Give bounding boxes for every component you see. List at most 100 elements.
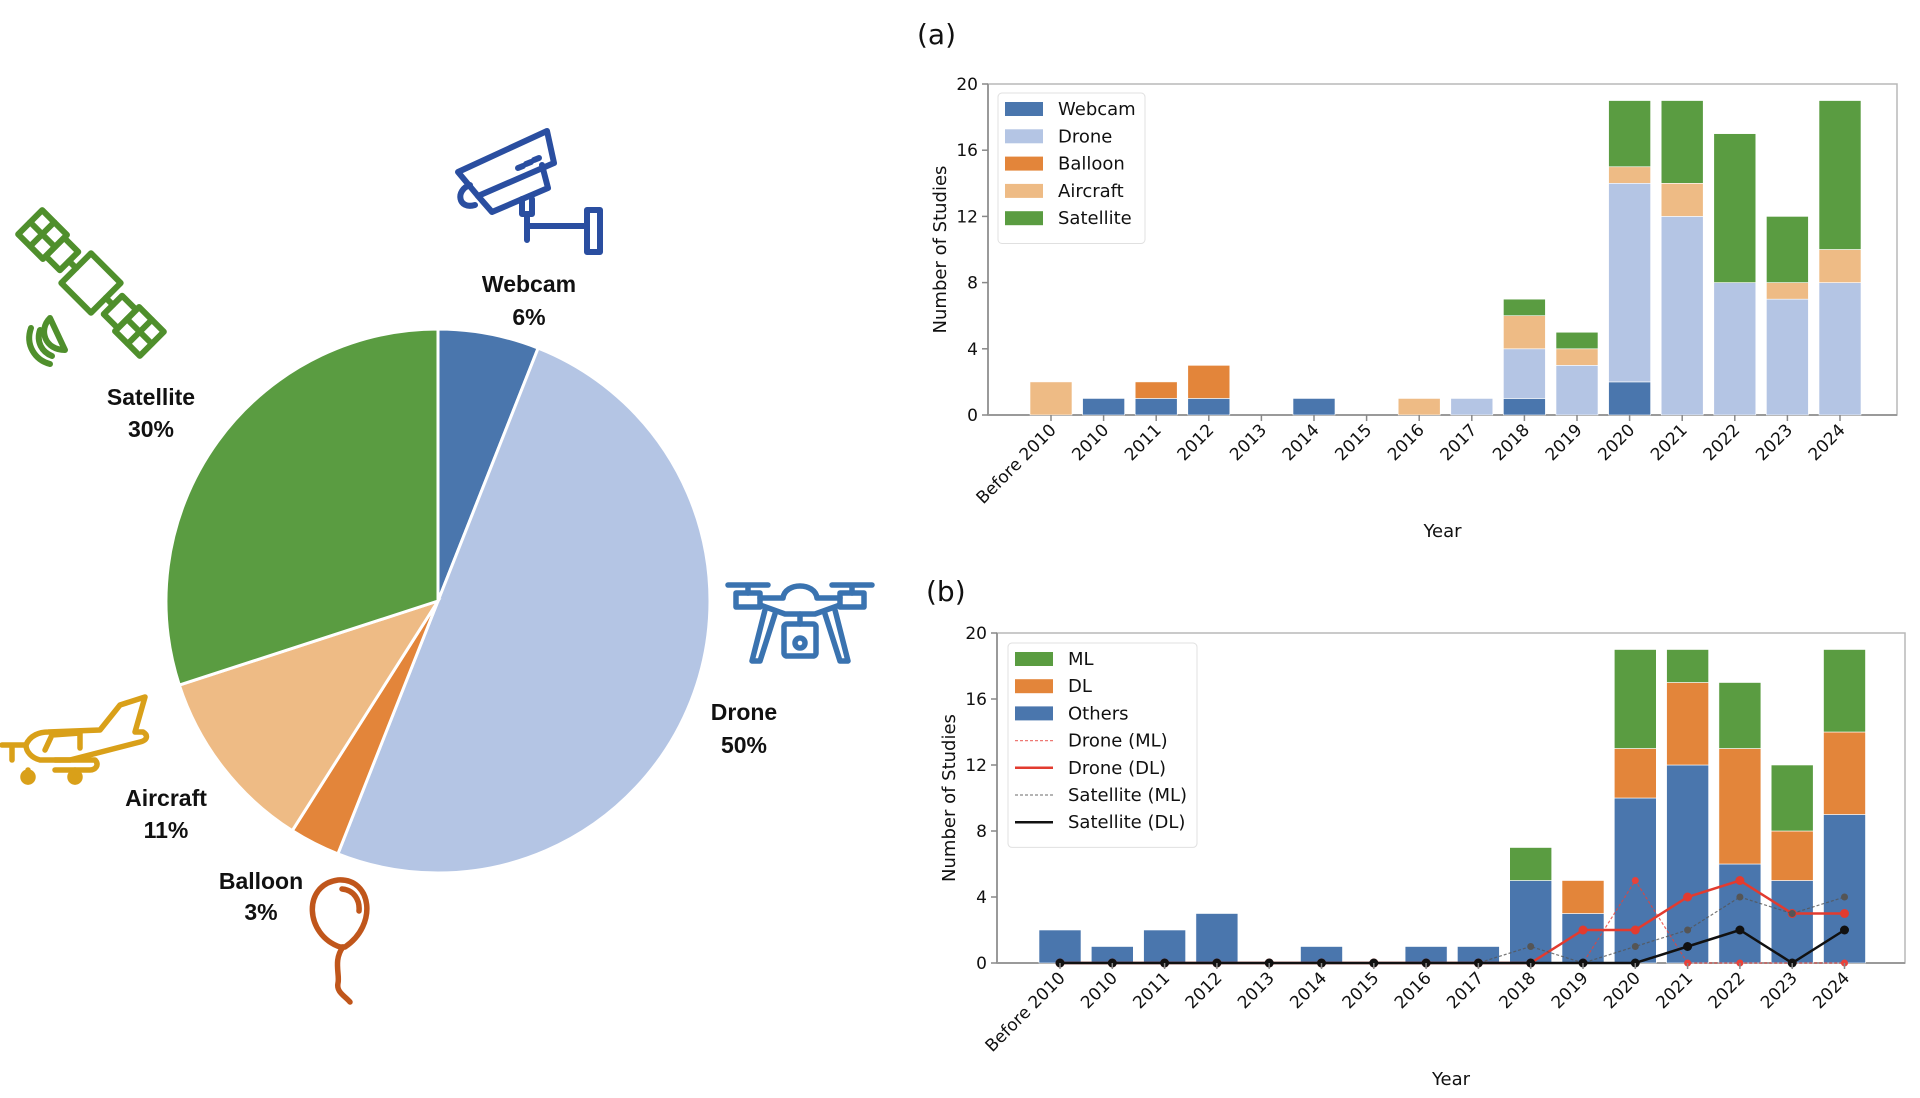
- bar-webcam-2010: [1082, 398, 1125, 416]
- legend: Webcam Drone Balloon Aircraft Satellite: [997, 92, 1146, 244]
- x-tick-label: 2015: [1339, 968, 1384, 1013]
- marker-satellite-dl-2021: [1683, 942, 1693, 951]
- pie-label-balloon-name: Balloon: [219, 868, 303, 894]
- marker-drone-ml-2020: [1631, 877, 1639, 884]
- x-tick-label: 2017: [1443, 968, 1488, 1013]
- x-tick-label: 2019: [1548, 968, 1593, 1013]
- x-tick-label: 2016: [1391, 968, 1436, 1013]
- bar-drone-2024: [1818, 282, 1862, 416]
- x-tick-label: 2023: [1757, 968, 1802, 1013]
- legend-label-drone: Drone: [1058, 126, 1112, 147]
- x-tick-label: 2011: [1121, 420, 1166, 465]
- x-axis-label: Year: [1422, 521, 1462, 542]
- bar-aircraft-2020: [1608, 166, 1651, 184]
- x-tick-label: 2023: [1752, 420, 1797, 465]
- legend-box: [1007, 642, 1198, 848]
- bar-dl-2020: [1614, 748, 1657, 799]
- bar-drone-2020: [1608, 183, 1651, 383]
- bar-aircraft-2018: [1503, 315, 1546, 350]
- marker-satellite-ml-2020: [1631, 943, 1639, 950]
- x-tick-label: 2018: [1495, 968, 1540, 1013]
- bar-others-before-2010: [1038, 929, 1082, 964]
- marker-satellite-ml-2022: [1736, 893, 1744, 901]
- legend-swatch-dl: [1015, 679, 1053, 694]
- marker-drone-dl-2021: [1683, 892, 1693, 902]
- marker-drone-dl-2020: [1630, 925, 1640, 935]
- x-tick-label: Before 2010: [982, 968, 1070, 1056]
- x-tick-label: 2022: [1700, 420, 1745, 465]
- x-tick-label: 2017: [1437, 420, 1482, 465]
- bar-webcam-2014: [1292, 398, 1336, 416]
- x-tick-label: 2024: [1809, 968, 1854, 1013]
- x-axis-label: Year: [1431, 1069, 1471, 1090]
- pie-label-balloon-pct: 3%: [244, 899, 277, 925]
- x-tick-label: 2021: [1647, 420, 1692, 465]
- y-tick-label: 20: [965, 624, 987, 644]
- legend-label-webcam: Webcam: [1058, 99, 1136, 120]
- panel-label-a: (a): [917, 18, 956, 51]
- bar-ml-2020: [1614, 649, 1657, 749]
- x-tick-label: Before 2010: [973, 420, 1061, 508]
- bar-webcam-2020: [1608, 381, 1651, 416]
- bar-satellite-2020: [1608, 100, 1651, 168]
- legend-swatch-webcam: [1005, 102, 1043, 116]
- bar-ml-2024: [1823, 649, 1866, 733]
- bar-aircraft-2019: [1555, 348, 1599, 366]
- bar-satellite-2021: [1660, 100, 1704, 184]
- marker-satellite-dl-2024: [1840, 925, 1849, 935]
- drone-icon: [725, 582, 875, 664]
- y-axis-label: Number of Studies: [939, 714, 960, 882]
- legend-swatch-satellite: [1005, 211, 1043, 226]
- bar-satellite-2018: [1503, 298, 1546, 316]
- legend-label-others: Others: [1068, 703, 1129, 724]
- marker-drone-dl-2019: [1578, 925, 1588, 935]
- x-tick-label: 2019: [1542, 420, 1587, 465]
- bar-chart-b: 0 4 8 12 16 20 Before 2010 2010 2011 2012 2013 2014…: [939, 624, 1906, 1090]
- bar-drone-2018: [1503, 348, 1546, 399]
- pie-chart: [164, 327, 712, 875]
- bar-ml-2023: [1770, 764, 1814, 832]
- legend-label-aircraft: Aircraft: [1058, 181, 1124, 202]
- bar-others-2023: [1770, 880, 1814, 964]
- legend-label-ml: ML: [1068, 649, 1094, 670]
- bar-webcam-2012: [1187, 398, 1231, 416]
- bar-aircraft-before-2010: [1029, 381, 1073, 416]
- bar-aircraft-2024: [1818, 249, 1862, 283]
- bar-others-2011: [1143, 929, 1186, 964]
- legend-label-satellite-ml: Satellite (ML): [1068, 785, 1187, 806]
- bar-drone-2017: [1450, 398, 1494, 416]
- legend-swatch-balloon: [1005, 156, 1043, 171]
- y-tick-label: 16: [956, 141, 978, 161]
- y-tick-label: 16: [965, 690, 987, 710]
- aircraft-icon: [0, 694, 150, 785]
- bar-satellite-2023: [1766, 216, 1809, 283]
- legend-label-drone-dl: Drone (DL): [1068, 758, 1166, 779]
- marker-drone-dl-2024: [1840, 909, 1849, 918]
- bar-balloon-2012: [1187, 365, 1231, 399]
- legend: ML DL Others Drone (ML) Drone (DL) Satellite …: [1007, 642, 1198, 848]
- legend-label-balloon: Balloon: [1058, 154, 1125, 175]
- x-tick-label: 2014: [1286, 968, 1331, 1013]
- bar-webcam-2018: [1503, 398, 1546, 416]
- bar-satellite-2019: [1555, 331, 1599, 350]
- pie-slice-drone: [335, 346, 712, 875]
- panel-label-b: (b): [926, 575, 966, 608]
- legend-swatch-aircraft: [1005, 183, 1043, 198]
- y-tick-label: 12: [965, 756, 987, 776]
- legend-label-drone-ml: Drone (ML): [1068, 731, 1168, 752]
- pie-slice-satellite: [164, 327, 440, 687]
- bar-drone-2023: [1766, 298, 1809, 416]
- bar-drone-2019: [1555, 365, 1599, 416]
- marker-satellite-dl-2022: [1735, 925, 1745, 935]
- x-tick-label: 2020: [1600, 968, 1645, 1013]
- bar-ml-2021: [1666, 649, 1709, 683]
- x-tick-label: 2016: [1384, 420, 1429, 465]
- bar-dl-2022: [1718, 748, 1762, 865]
- bar-chart-a: 0 4 8 12 16 20 Before 2010 2010 2011 2012 2013 2014…: [930, 75, 1898, 542]
- x-tick-label: 2012: [1182, 968, 1227, 1013]
- y-tick-label: 20: [956, 75, 978, 95]
- bar-balloon-2011: [1134, 381, 1178, 399]
- pie-label-webcam-name: Webcam: [482, 271, 576, 297]
- bar-dl-2024: [1823, 731, 1866, 815]
